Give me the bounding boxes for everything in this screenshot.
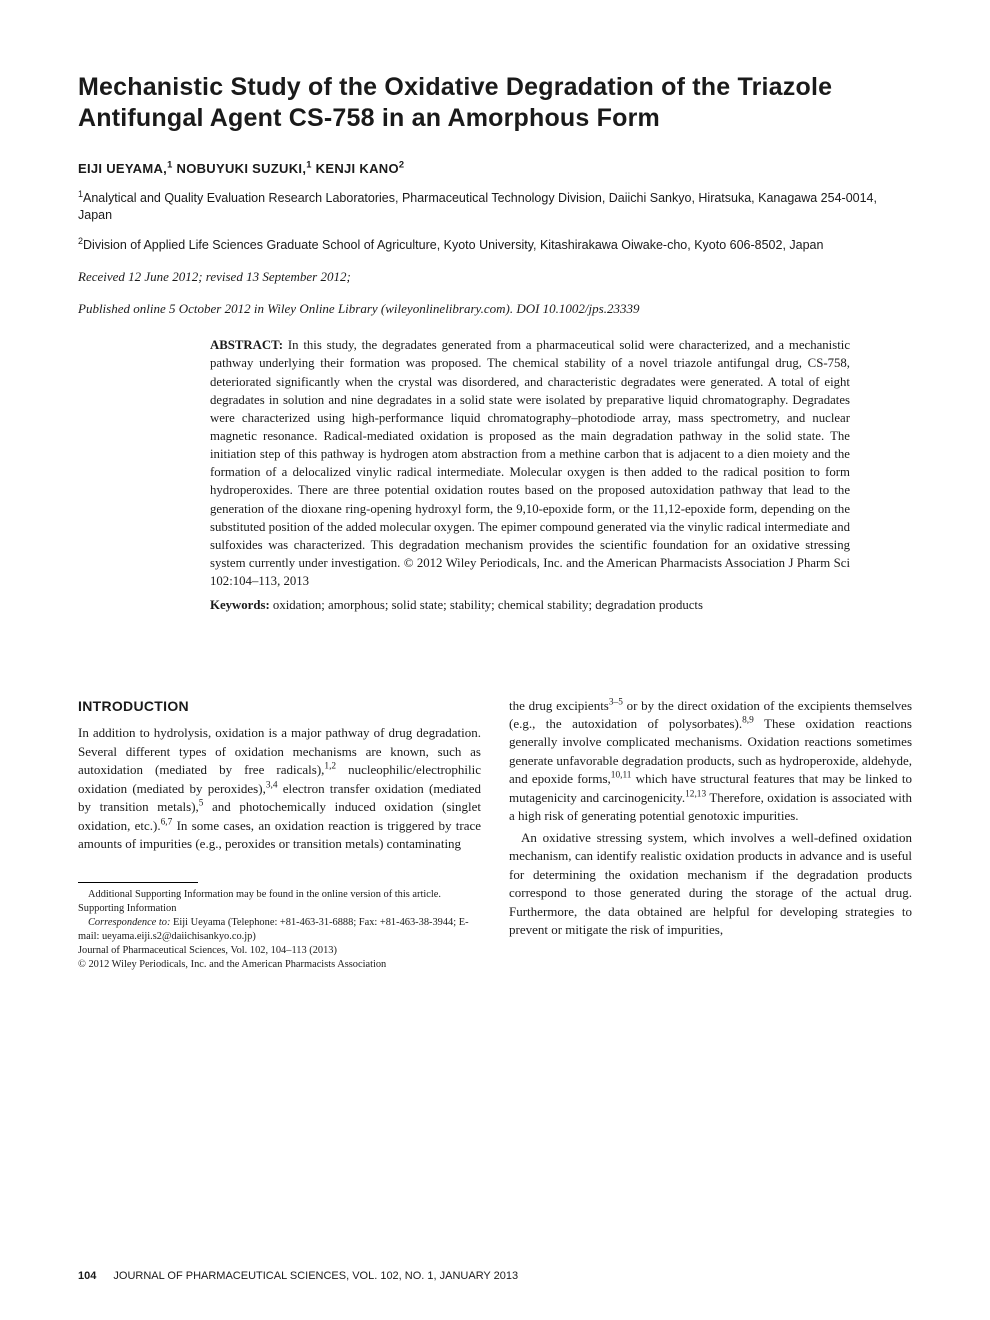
- footnote-copyright: © 2012 Wiley Periodicals, Inc. and the A…: [78, 959, 386, 970]
- page-number: 104: [78, 1270, 96, 1282]
- footnote-correspondence: Correspondence to: Eiji Ueyama (Telephon…: [78, 916, 481, 944]
- two-column-body: INTRODUCTION In addition to hydrolysis, …: [78, 697, 912, 972]
- left-column: INTRODUCTION In addition to hydrolysis, …: [78, 697, 481, 972]
- abstract-block: ABSTRACT: In this study, the degradates …: [210, 336, 850, 614]
- footnote-journal-line: Journal of Pharmaceutical Sciences, Vol.…: [78, 945, 337, 956]
- keywords-line: Keywords: oxidation; amorphous; solid st…: [210, 596, 850, 614]
- intro-paragraph-3: An oxidative stressing system, which inv…: [509, 829, 912, 940]
- footnote-rule: [78, 882, 198, 883]
- footnote-block: Additional Supporting Information may be…: [78, 888, 481, 972]
- abstract-label: ABSTRACT:: [210, 338, 283, 352]
- keywords-text: oxidation; amorphous; solid state; stabi…: [270, 598, 703, 612]
- article-title: Mechanistic Study of the Oxidative Degra…: [78, 72, 912, 135]
- abstract-text: In this study, the degradates generated …: [210, 338, 850, 588]
- affiliation-2: 2Division of Applied Life Sciences Gradu…: [78, 237, 912, 255]
- intro-paragraph-1: In addition to hydrolysis, oxidation is …: [78, 724, 481, 853]
- introduction-heading: INTRODUCTION: [78, 697, 481, 717]
- keywords-label: Keywords:: [210, 598, 270, 612]
- page-footer: 104 JOURNAL OF PHARMACEUTICAL SCIENCES, …: [78, 1270, 912, 1282]
- received-revised-line: Received 12 June 2012; revised 13 Septem…: [78, 266, 912, 288]
- affiliation-1: 1Analytical and Quality Evaluation Resea…: [78, 190, 912, 225]
- published-doi-line: Published online 5 October 2012 in Wiley…: [78, 298, 912, 320]
- right-column: the drug excipients3–5 or by the direct …: [509, 697, 912, 972]
- authors-line: EIJI UEYAMA,1 NOBUYUKI SUZUKI,1 KENJI KA…: [78, 161, 912, 176]
- intro-paragraph-2: the drug excipients3–5 or by the direct …: [509, 697, 912, 826]
- footer-journal-info: JOURNAL OF PHARMACEUTICAL SCIENCES, VOL.…: [113, 1270, 518, 1282]
- footnote-supporting-info: Additional Supporting Information may be…: [78, 888, 481, 916]
